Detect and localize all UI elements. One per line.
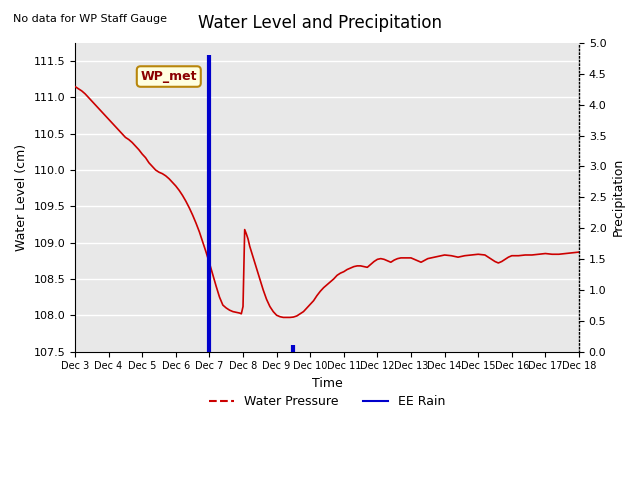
Text: WP_met: WP_met bbox=[141, 70, 197, 83]
X-axis label: Time: Time bbox=[312, 377, 342, 390]
Text: No data for WP Staff Gauge: No data for WP Staff Gauge bbox=[13, 14, 167, 24]
Legend: Water Pressure, EE Rain: Water Pressure, EE Rain bbox=[204, 390, 451, 413]
Y-axis label: Water Level (cm): Water Level (cm) bbox=[15, 144, 28, 251]
Text: Water Level and Precipitation: Water Level and Precipitation bbox=[198, 14, 442, 33]
Y-axis label: Precipitation: Precipitation bbox=[612, 158, 625, 236]
